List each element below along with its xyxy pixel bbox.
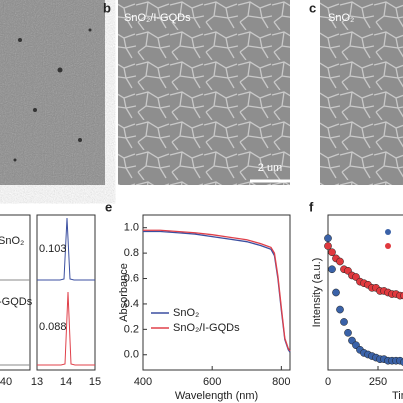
point — [332, 288, 340, 297]
y-tick-label: 0.0 — [124, 349, 139, 361]
legend-text: -GQDs — [0, 296, 33, 308]
legend-marker — [385, 229, 391, 235]
line — [143, 230, 291, 353]
caption: SnO₂ — [328, 12, 354, 24]
panel-d — [0, 214, 96, 371]
point — [344, 328, 352, 337]
x-tick-label: 13 — [31, 376, 43, 388]
legend-marker — [385, 243, 391, 249]
y-tick-label: 0.8 — [124, 247, 139, 259]
x-tick-label: 400 — [134, 376, 152, 388]
x-tick-label: 800 — [272, 376, 290, 388]
legend-text: SnO₂ — [173, 307, 199, 319]
legend-text: SnO₂/I-GQDs — [173, 322, 240, 334]
scale-label: 2 um — [258, 162, 282, 174]
panel-label: b — [103, 0, 111, 15]
panel-label: f — [309, 199, 314, 214]
point — [328, 265, 336, 274]
value-text: 0.088 — [39, 321, 67, 333]
line — [143, 229, 291, 352]
x-tick-label: 250 — [369, 376, 387, 388]
y-tick-label: 0.4 — [124, 298, 139, 310]
y-tick-label: 0.2 — [124, 323, 139, 335]
micrograph-a — [0, 0, 105, 185]
point — [340, 318, 348, 326]
panel-label: e — [105, 199, 112, 214]
x-axis-label: Wavelength (nm) — [175, 390, 258, 402]
x-tick-label: 14 — [60, 376, 72, 388]
point — [324, 234, 332, 243]
value-text: 0.103 — [39, 243, 67, 255]
point — [400, 291, 403, 300]
micrograph-c — [320, 0, 403, 185]
x-tick-label: 0 — [325, 376, 331, 388]
point — [336, 305, 344, 314]
y-tick-label: 1.0 — [124, 222, 139, 234]
plot-frame — [142, 214, 291, 371]
plot-frame — [327, 214, 403, 371]
y-axis-label: Absorbance — [118, 263, 130, 322]
point — [400, 358, 403, 366]
y-tick-label: 0.6 — [124, 272, 139, 284]
micrograph-b — [118, 0, 290, 185]
point — [324, 242, 332, 250]
point — [328, 248, 336, 257]
x-tick-label: 40 — [0, 376, 12, 388]
legend-text: SnO₂ — [0, 235, 24, 247]
caption: SnO₂/I-GQDs — [124, 12, 191, 24]
point — [336, 257, 344, 266]
x-tick-label: 15 — [89, 376, 101, 388]
y-axis-label: Intensity (a.u.) — [311, 258, 323, 328]
panel-label: c — [309, 0, 316, 15]
x-tick-label: 600 — [203, 376, 221, 388]
x-axis-label: Tim — [392, 390, 403, 402]
